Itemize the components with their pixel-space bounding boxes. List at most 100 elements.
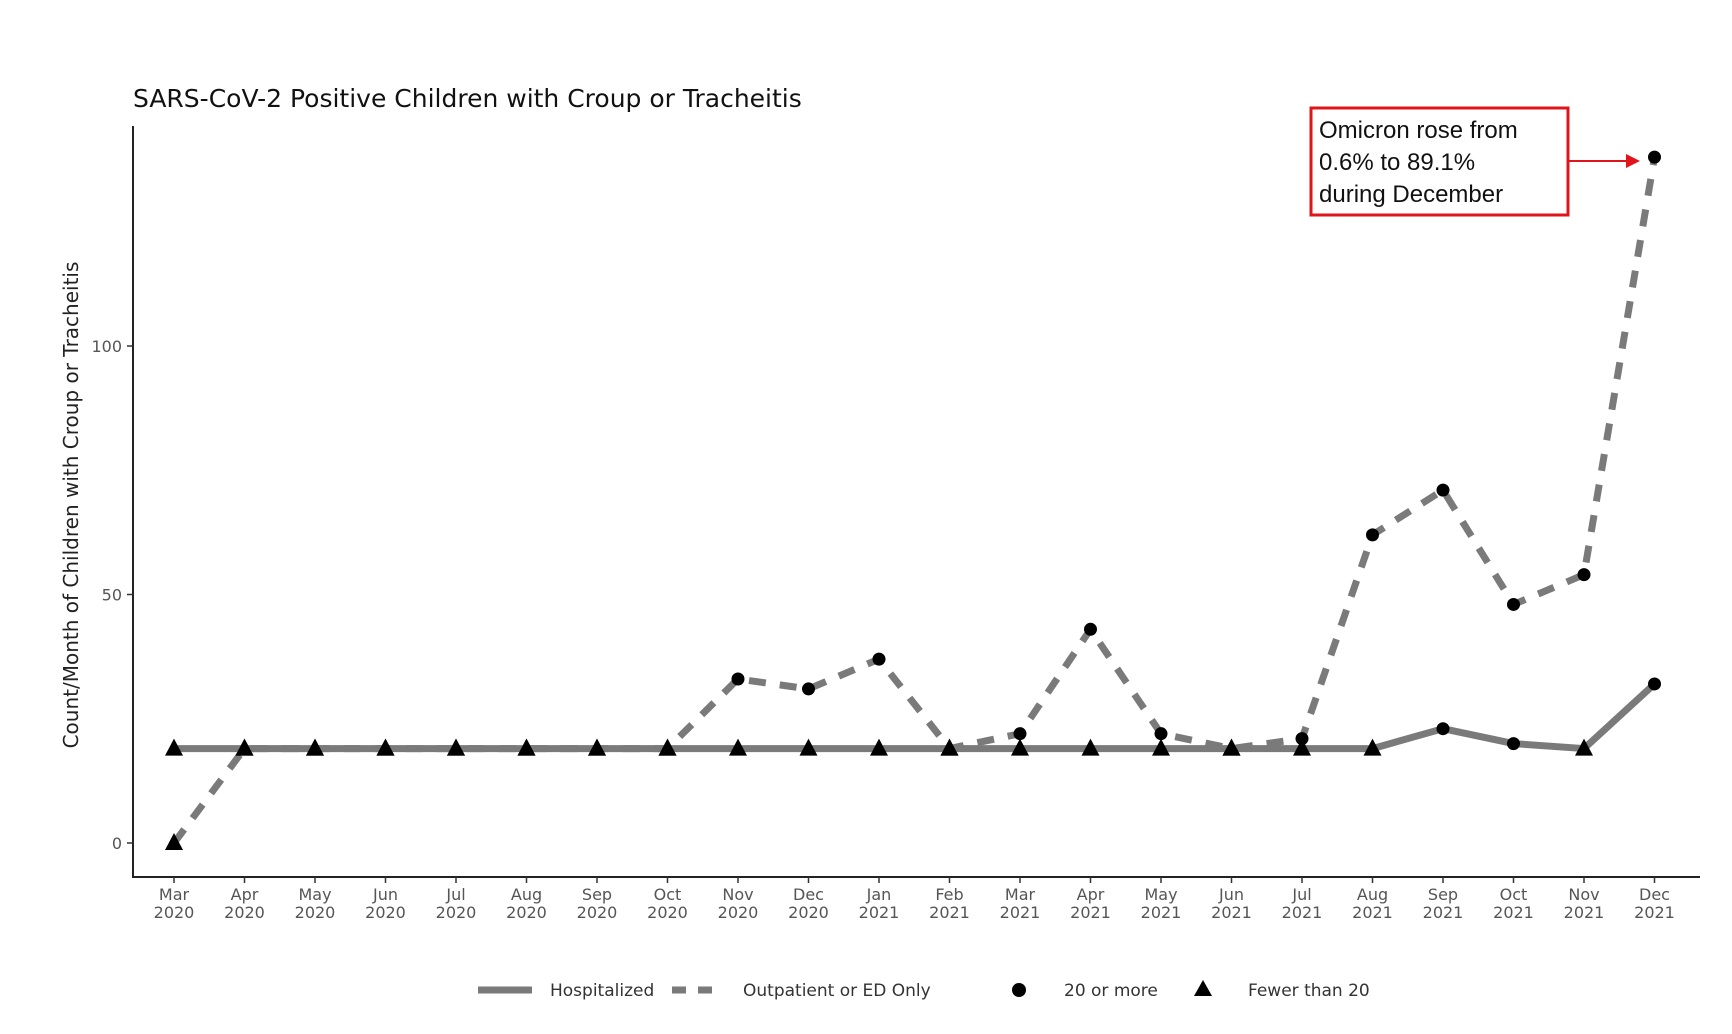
x-tick-label-year: 2021 [1493,903,1534,922]
outpatient-point [165,833,183,850]
x-tick-label-year: 2020 [295,903,336,922]
hospitalized-point [870,738,888,756]
y-tick-label: 50 [102,586,122,605]
hospitalized-point [1363,738,1382,756]
x-tick-label-year: 2020 [506,903,547,922]
outpatient-point [1366,528,1379,542]
legend-circle-icon [1012,983,1026,997]
outpatient-point [1154,727,1168,741]
outpatient-point [235,738,254,756]
legend-triangle-label: Fewer than 20 [1248,981,1370,1001]
outpatient-point [731,672,745,686]
outpatient-line [171,156,1658,846]
x-tick-label-year: 2020 [788,903,829,922]
annotation-line-1: Omicron rose from [1319,117,1518,144]
x-tick-label-month: Feb [935,885,963,904]
hospitalized-point [1575,738,1593,756]
legend-triangle-icon [1194,980,1212,996]
hospitalized-point [1081,738,1100,756]
hospitalized-point [1011,738,1029,756]
x-tick-label-year: 2021 [1000,903,1041,922]
x-tick-label-month: May [298,885,331,904]
hospitalized-point [799,738,818,756]
outpatient-point [447,738,465,756]
x-tick-label-month: May [1144,885,1177,904]
x-tick-label-month: Jun [1218,885,1244,904]
outpatient-point [872,652,886,666]
outpatient-point [517,738,536,756]
hospitalized-point [165,738,183,756]
x-tick-label-month: Jan [866,885,892,904]
annotation: Omicron rose from 0.6% to 89.1% during D… [1309,106,1640,217]
x-tick-label-month: Jul [445,885,465,904]
outpatient-point [1648,150,1661,164]
x-tick-label-year: 2020 [577,903,618,922]
chart-title: SARS-CoV-2 Positive Children with Croup … [133,84,802,113]
legend: Hospitalized Outpatient or ED Only 20 or… [478,980,1370,1001]
y-tick-label: 0 [112,834,122,853]
x-tick-label-month: Oct [1500,885,1528,904]
hospitalized-point [729,738,747,756]
outpatient-point [1222,738,1241,756]
x-tick-label-month: Oct [654,885,682,904]
legend-outpatient-label: Outpatient or ED Only [743,981,931,1001]
outpatient-point [1436,483,1450,497]
outpatient-point [658,738,677,756]
outpatient-point [1577,568,1591,582]
x-tick-label-year: 2021 [1634,903,1675,922]
x-tick-label-year: 2020 [718,903,759,922]
y-tick-label: 100 [91,337,122,356]
x-tick-label-year: 2021 [1282,903,1323,922]
hospitalized-point [1293,738,1311,756]
hospitalized-point [1436,722,1450,736]
x-tick-label-year: 2021 [1564,903,1605,922]
outpatient-point [802,682,815,696]
x-tick-label-month: Jul [1291,885,1311,904]
annotation-arrowhead-icon [1626,154,1640,168]
x-tick-label-month: Mar [1005,885,1036,904]
hospitalized-point [1152,738,1170,756]
annotation-box [1309,106,1570,217]
x-tick-label-month: Sep [582,885,612,904]
x-tick-label-year: 2021 [929,903,970,922]
x-tick-label-month: Nov [722,885,753,904]
outpatient-point [1013,727,1027,741]
outpatient-point [376,738,395,756]
annotation-line-3: during December [1319,181,1503,208]
outpatient-point [940,738,959,756]
legend-hospitalized-label: Hospitalized [550,981,654,1001]
legend-circle-label: 20 or more [1064,981,1158,1001]
x-tick-label-month: Apr [1077,885,1105,904]
hospitalized-line [174,681,1657,753]
y-axis-label: Count/Month of Children with Croup or Tr… [59,262,83,749]
x-tick-label-month: Aug [1357,885,1388,904]
x-tick-label-year: 2021 [1141,903,1182,922]
x-tick-label-month: Jun [372,885,398,904]
x-tick-label-month: Dec [1639,885,1670,904]
x-tick-label-year: 2020 [224,903,265,922]
x-tick-label-year: 2020 [647,903,688,922]
x-tick-label-year: 2021 [1352,903,1393,922]
x-tick-label-month: Apr [231,885,259,904]
x-tick-label-year: 2020 [365,903,406,922]
x-tick-label-month: Aug [511,885,542,904]
x-tick-label-year: 2021 [1211,903,1252,922]
outpatient-point [306,738,324,756]
annotation-line-2: 0.6% to 89.1% [1319,149,1475,176]
x-tick-label-month: Mar [159,885,190,904]
x-tick-label-month: Nov [1568,885,1599,904]
outpatient-point [588,738,606,756]
hospitalized-point [1648,677,1661,691]
x-tick-label-year: 2021 [1423,903,1464,922]
outpatient-point [1084,622,1097,636]
x-tick-label-year: 2020 [436,903,477,922]
x-tick-label-month: Sep [1428,885,1458,904]
x-tick-label-year: 2021 [859,903,900,922]
hospitalized-point [1507,737,1520,751]
outpatient-point [1295,732,1309,746]
outpatient-point [1507,597,1520,611]
x-tick-label-year: 2020 [154,903,195,922]
x-tick-label-year: 2021 [1070,903,1111,922]
x-tick-label-month: Dec [793,885,824,904]
